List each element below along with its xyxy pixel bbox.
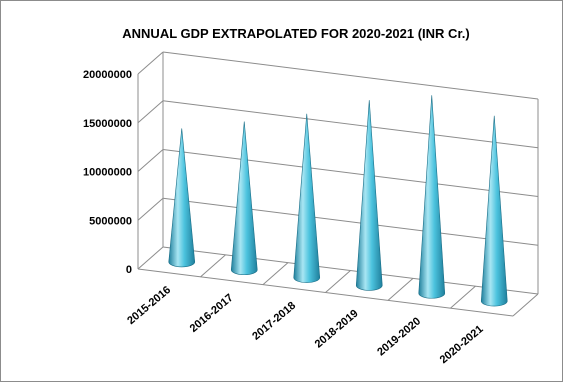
cone-2015-2016 [168,128,196,268]
cone-2020-2021 [480,115,508,307]
floor-divider [262,262,289,286]
x-tick-label: 2016-2017 [188,292,236,335]
side-gridline [137,149,164,172]
y-tick-label: 10000000 [83,167,132,179]
x-tick-label: 2019-2020 [375,315,423,358]
y-tick-label: 15000000 [83,118,132,130]
floor-divider [387,277,414,301]
floor-divider [325,270,351,293]
floor-divider [450,285,476,309]
gridline [162,197,539,246]
side-gridline [137,246,164,270]
x-tick-label: 2018-2019 [313,308,361,351]
cone-2019-2020 [418,95,446,299]
side-gridline [137,197,164,221]
y-tick-label: 0 [126,264,132,276]
floor-divider [200,254,226,278]
x-tick-label: 2017-2018 [250,300,298,343]
cones [168,95,508,307]
floor-right-edge [512,293,539,317]
y-tick-label: 20000000 [83,69,132,81]
chart-title: ANNUAL GDP EXTRAPOLATED FOR 2020-2021 (I… [122,26,469,41]
gridline [162,51,539,100]
y-tick-label: 5000000 [89,215,132,227]
grid [137,51,539,317]
cone-2018-2019 [355,100,383,291]
y-axis-ticks: 0 5000000 10000000 15000000 20000000 [83,69,132,276]
cone-2016-2017 [230,121,258,276]
x-tick-label: 2015-2016 [125,284,173,327]
x-tick-label: 2020-2021 [438,323,486,366]
gridline [162,100,539,149]
gridline [162,149,539,197]
cone-2017-2018 [293,113,321,283]
side-gridline [137,100,164,124]
side-gridline [137,51,164,75]
